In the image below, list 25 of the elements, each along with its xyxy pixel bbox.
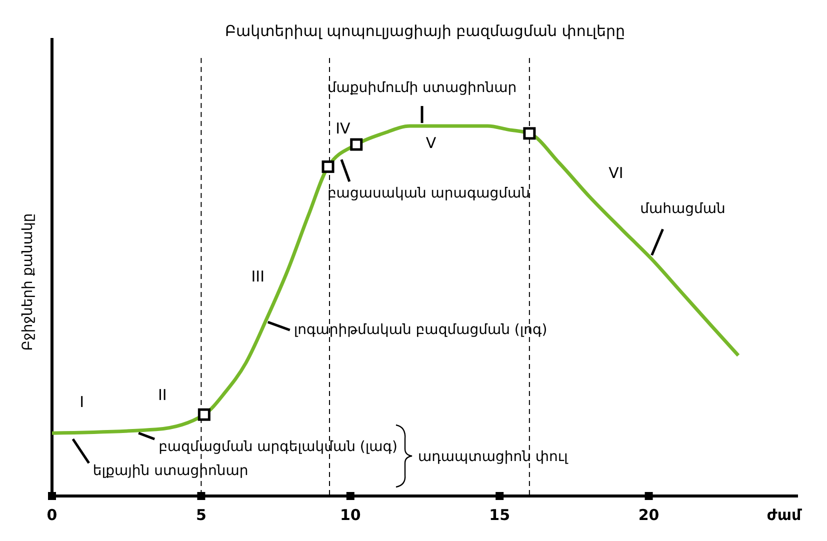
x-tick-label: 20 — [638, 506, 660, 524]
point — [198, 408, 210, 421]
annotation: մահացման — [640, 201, 726, 218]
annotation: VI — [608, 164, 624, 182]
annotation: II — [158, 386, 167, 404]
annotation: լոգարիթմական բազմացման (լոգ) — [294, 322, 548, 338]
chart-title: Բակտերիալ պոպուլյացիայի բազմացման փուլերը — [224, 22, 626, 40]
point — [523, 127, 536, 140]
annotation: բազմացման արգելակման (լագ) — [158, 439, 398, 456]
x-tick-label: 15 — [489, 506, 510, 524]
annotation: III — [251, 267, 265, 286]
annotation: ելքային ստացիոնար — [92, 463, 248, 480]
annotation: բացասական արագացման — [327, 186, 530, 202]
annotation: ադապտացիոն փուլ — [418, 449, 569, 465]
annotation: IV — [336, 119, 352, 138]
point — [350, 138, 363, 151]
annotation: V — [426, 134, 437, 152]
annotation: մաքսիմումի ստացիոնար — [327, 80, 517, 96]
annotation: I — [80, 393, 84, 412]
x-axis-title: ժամ — [766, 506, 802, 524]
x-tick-label: 10 — [340, 506, 361, 524]
point — [322, 160, 334, 173]
x-tick-label: 5 — [196, 506, 206, 524]
x-tick-label: 0 — [46, 506, 58, 524]
y-axis-title: Բջիջների քանակը — [20, 213, 36, 351]
